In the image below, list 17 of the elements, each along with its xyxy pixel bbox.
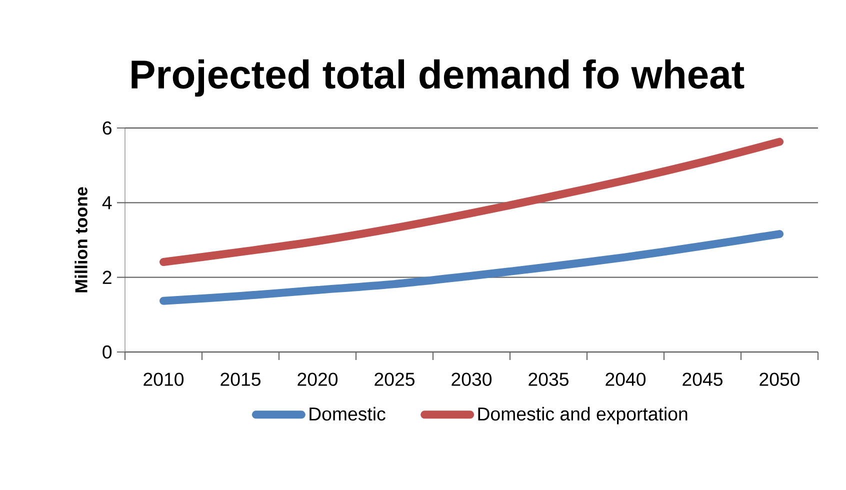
x-tick-label: 2045 — [682, 372, 722, 386]
y-axis-title: Million toone — [74, 187, 88, 292]
x-tick-label: 2015 — [220, 372, 260, 386]
legend-label: Domestic and exportation — [478, 406, 688, 424]
chart-title: Projected total demand fo wheat — [132, 59, 744, 97]
x-tick-label: 2050 — [760, 372, 800, 386]
x-tick-label: 2035 — [528, 372, 568, 386]
x-tick-label: 2025 — [374, 372, 414, 386]
y-tick-label: 0 — [102, 345, 112, 359]
legend-label: Domestic — [310, 406, 386, 421]
y-tick-label: 6 — [102, 121, 112, 135]
x-tick-label: 2020 — [298, 372, 338, 386]
y-tick-label: 2 — [102, 270, 112, 284]
y-tick-label: 4 — [102, 196, 112, 210]
x-tick-label: 2010 — [144, 372, 184, 386]
x-tick-label: 2040 — [606, 372, 646, 386]
x-tick-label: 2030 — [452, 372, 492, 386]
